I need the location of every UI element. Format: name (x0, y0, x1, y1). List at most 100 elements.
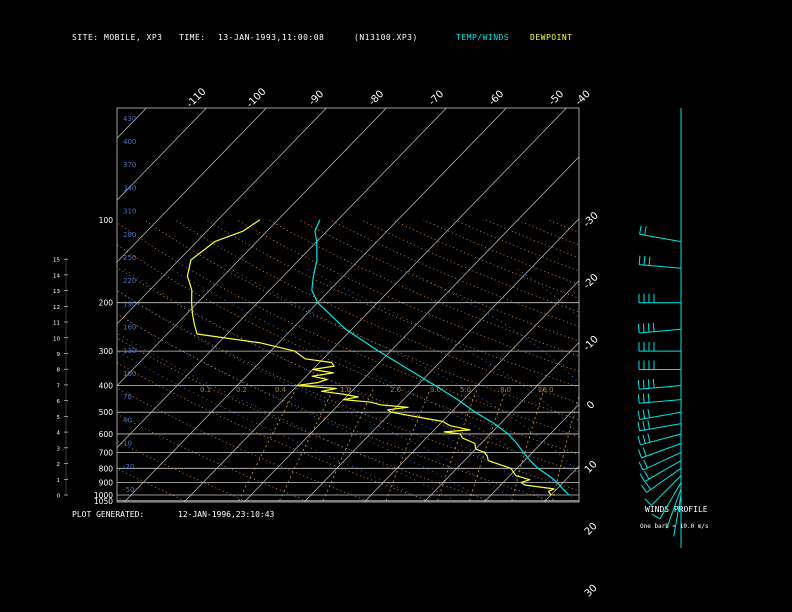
legend-dewpoint: DEWPOINT (530, 33, 573, 42)
isotherm-line (0, 108, 26, 502)
wind-barb (644, 460, 682, 483)
isotherm-label: -40 (574, 89, 593, 108)
time-label: TIME: (179, 33, 206, 42)
isotherm-line (543, 465, 579, 502)
isotherm-line (363, 280, 579, 502)
wind-barb-flag (637, 421, 641, 431)
adiabat-label: 130 (123, 347, 136, 355)
height-tick-label: 1 (57, 478, 61, 484)
adiabat-label: 70 (123, 393, 132, 401)
isotherm-label: -50 (547, 89, 566, 108)
mixing-ratio-label: 1.0 (340, 386, 351, 394)
pressure-tick-label: 100 (99, 216, 114, 225)
isotherm-line (423, 341, 579, 502)
isotherm-label: -20 (582, 272, 601, 291)
dry-adiabat-line (117, 440, 246, 502)
adiabat-label: 310 (123, 208, 136, 216)
wind-barb-flag (637, 435, 641, 445)
adiabat-label: 430 (123, 115, 136, 123)
isotherm-label: -30 (582, 210, 601, 229)
mixing-ratio-label: 3.0 (430, 386, 441, 394)
isotherm-line (123, 108, 507, 502)
wind-barb (666, 488, 682, 529)
isotherm-line (117, 108, 447, 449)
pressure-tick-label: 700 (99, 448, 114, 457)
dry-adiabat-line (610, 220, 792, 501)
isotherm-line (117, 108, 327, 325)
pressure-tick-label: 400 (99, 382, 114, 391)
isotherm-line (724, 108, 792, 502)
wind-barb (646, 467, 682, 493)
isotherm-line (243, 156, 579, 502)
wind-barb-flag (642, 393, 645, 403)
adiabat-label: 400 (123, 138, 136, 146)
mixing-ratio-lines (238, 388, 579, 501)
wind-barb-flag (639, 473, 646, 482)
mixing-ratio-line (385, 388, 432, 501)
pressure-tick-label: 900 (99, 478, 114, 487)
series-line-temperature (311, 219, 570, 496)
wind-barb-flag (637, 394, 640, 404)
pressure-tick-label: 600 (99, 430, 114, 439)
height-tick-label: 3 (57, 446, 61, 452)
site-label: SITE: (72, 33, 99, 42)
plot-frame (116, 107, 580, 503)
isotherm-line (303, 218, 579, 502)
legend-temp-winds: TEMP/WINDS (456, 33, 510, 42)
dry-adiabat-line (0, 220, 3, 501)
dry-adiabat-line (423, 219, 579, 285)
isotherm-label: 20 (583, 521, 600, 538)
wind-barb-flag (652, 378, 655, 388)
dry-adiabat-line (117, 266, 579, 473)
isotherm-label: -60 (487, 89, 506, 108)
wind-barb (673, 494, 682, 537)
wind-barb (639, 411, 682, 420)
wind-barb-flag (642, 323, 645, 333)
isotherm-label: -10 (582, 334, 601, 353)
mixing-ratio-label: 0.4 (275, 386, 287, 394)
mixing-ratio-label: 0.1 (200, 386, 211, 394)
wind-barb (650, 475, 682, 506)
mixing-ratio-label: 2.0 (390, 386, 401, 394)
mixing-ratio-line (437, 388, 478, 501)
height-tick-label: 4 (57, 431, 61, 437)
wind-barb (659, 482, 682, 520)
dry-adiabat-line (117, 413, 307, 502)
mixing-ratio-line (238, 388, 297, 501)
plot-generated-label: PLOT GENERATED: (72, 510, 145, 519)
dry-adiabat-line (236, 219, 579, 372)
adiabat-label: 160 (123, 324, 136, 332)
isotherm-line (0, 108, 86, 502)
dry-adiabat-line (298, 219, 579, 342)
wind-barb-flag (648, 256, 651, 266)
height-tick-label: 12 (53, 305, 60, 311)
adiabat-label: 10 (123, 440, 132, 448)
wind-barb-flag (637, 410, 641, 420)
mixing-ratio-line (469, 388, 507, 501)
wind-barb-flag (644, 498, 652, 506)
height-tick-label: 7 (57, 383, 61, 389)
series-line-dewpoint (186, 219, 555, 496)
wind-barb-flag (652, 322, 655, 332)
wind-barb (639, 264, 682, 269)
wind-barb-flag (644, 471, 650, 480)
dry-adiabat-line (117, 362, 429, 502)
wind-barb (639, 328, 682, 334)
wind-barb-flag (642, 409, 646, 419)
dry-adiabat-line (454, 219, 579, 272)
height-tick-label: 5 (57, 415, 61, 421)
moist-adiabat-line (122, 267, 546, 502)
height-tick-label: 13 (53, 289, 60, 295)
isotherm-label: -100 (245, 86, 269, 110)
isotherm-label: -70 (427, 89, 446, 108)
wind-barb-flag (640, 484, 648, 493)
dry-adiabat-line (117, 496, 125, 502)
height-tick-label: 0 (57, 494, 61, 500)
pressure-tick-label: 1050 (94, 497, 113, 506)
isotherm-line (604, 108, 792, 502)
adiabat-label: -50 (123, 486, 134, 494)
dry-adiabat-line (117, 222, 579, 438)
height-tick-label: 10 (53, 336, 60, 342)
adiabat-label: -20 (123, 463, 134, 471)
